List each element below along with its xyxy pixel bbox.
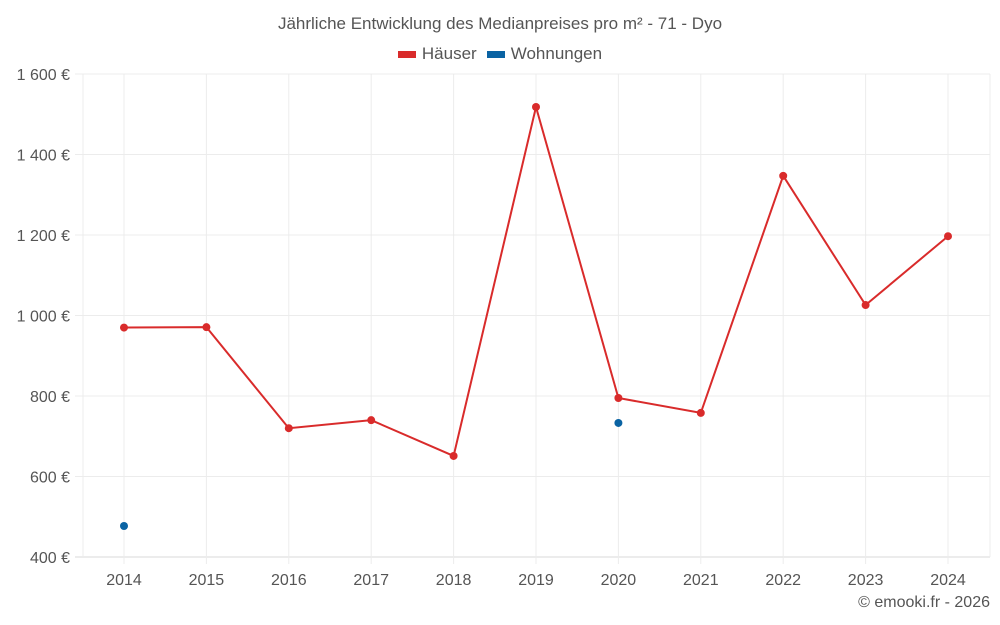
legend-swatch-wohnungen [486, 50, 505, 58]
y-tick-label: 400 € [30, 550, 70, 567]
y-axis: 400 € 600 € 800 € 1 000 € 1 200 € 1 400 € 1 60… [17, 67, 70, 567]
data-point[interactable] [779, 171, 788, 180]
data-point[interactable] [696, 408, 705, 417]
data-point[interactable] [284, 424, 293, 433]
x-tick-label: 2018 [436, 572, 472, 589]
copyright-credit: © emooki.fr - 2026 [858, 594, 990, 611]
y-tick-label: 600 € [30, 470, 70, 487]
x-tick-label: 2017 [353, 572, 389, 589]
legend: Häuser Wohnungen [0, 44, 1000, 64]
data-point[interactable] [202, 323, 211, 332]
data-point[interactable] [367, 416, 376, 425]
x-tick-label: 2023 [848, 572, 884, 589]
data-point[interactable] [861, 301, 870, 310]
legend-label-haeuser: Häuser [421, 44, 477, 63]
data-point[interactable] [614, 394, 623, 403]
x-tick-label: 2022 [765, 572, 801, 589]
x-tick-label: 2015 [189, 572, 225, 589]
x-tick-label: 2016 [271, 572, 307, 589]
legend-label-wohnungen: Wohnungen [510, 44, 603, 63]
data-point[interactable] [532, 103, 540, 112]
grid-lines [75, 73, 991, 564]
y-tick-label: 1 600 € [17, 67, 70, 84]
x-tick-label: 2019 [518, 572, 554, 589]
x-tick-label: 2024 [930, 572, 966, 589]
data-point[interactable] [120, 522, 128, 531]
x-tick-label: 2021 [683, 572, 719, 589]
data-series [120, 103, 952, 531]
y-tick-label: 1 400 € [17, 148, 70, 165]
legend-swatch-haeuser [397, 50, 416, 58]
y-tick-label: 800 € [30, 389, 70, 406]
data-point[interactable] [614, 418, 623, 427]
x-tick-label: 2020 [601, 572, 637, 589]
chart-title: Jährliche Entwicklung des Medianpreises … [277, 14, 723, 33]
x-axis: 2014 2015 2016 2017 2018 2019 2020 2021 2022 2023… [106, 572, 966, 589]
y-tick-label: 1 200 € [17, 228, 70, 245]
x-tick-label: 2014 [106, 572, 142, 589]
data-point[interactable] [449, 451, 458, 460]
legend-item-wohnungen[interactable]: Wohnungen [486, 44, 603, 64]
y-tick-label: 1 000 € [17, 309, 70, 326]
legend-item-haeuser[interactable]: Häuser [397, 44, 477, 64]
data-point[interactable] [120, 323, 128, 332]
data-point[interactable] [944, 232, 952, 241]
